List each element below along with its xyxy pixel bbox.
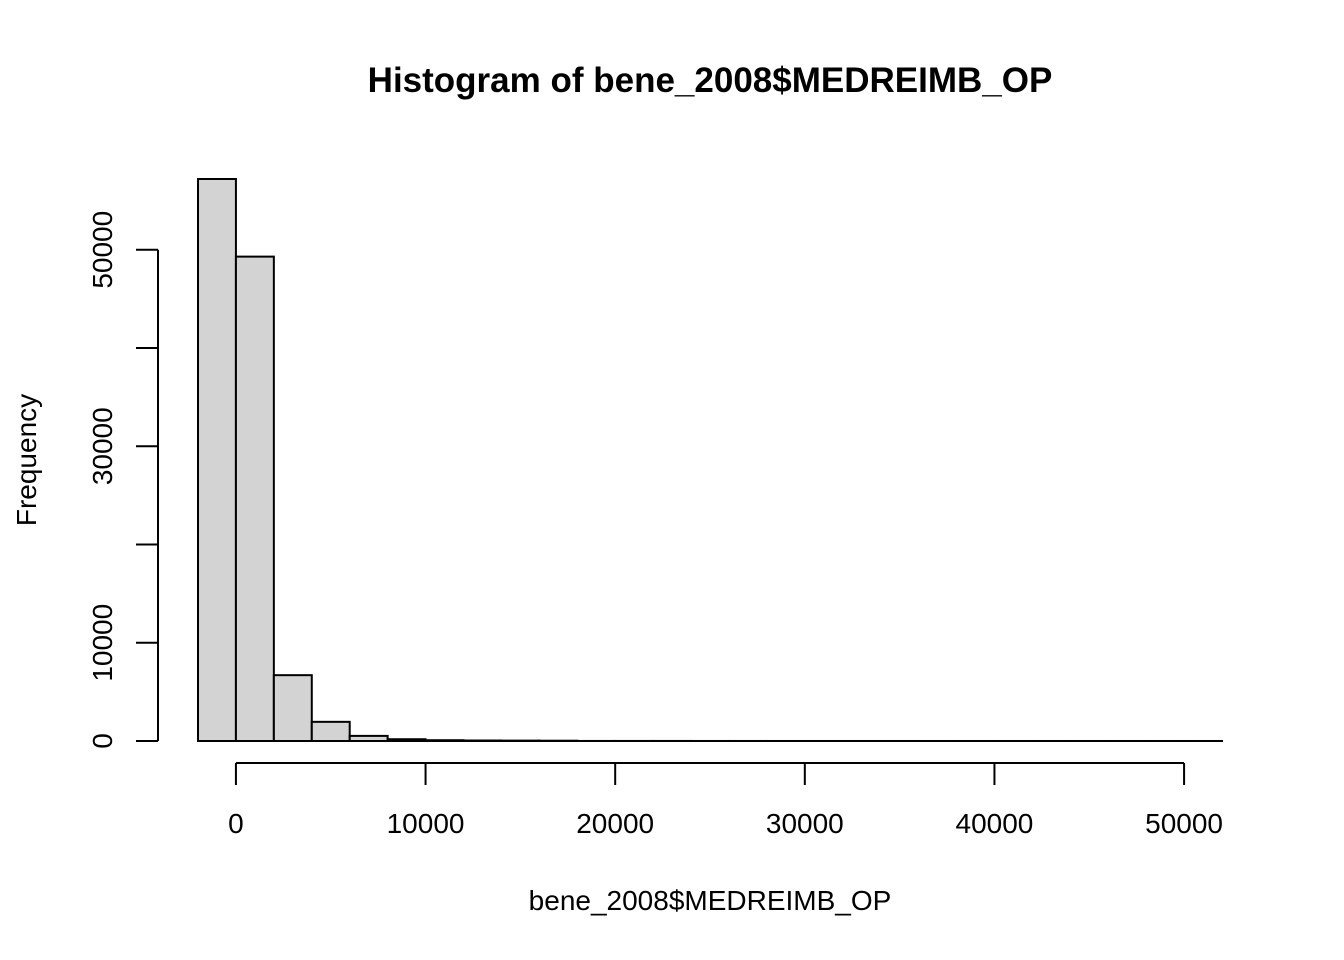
x-axis: 0 10000 20000 30000 40000 50000: [228, 762, 1223, 839]
chart-title: Histogram of bene_2008$MEDREIMB_OP: [368, 61, 1053, 100]
x-axis-label: bene_2008$MEDREIMB_OP: [529, 885, 892, 916]
y-axis: 0 10000 30000 50000: [87, 211, 159, 749]
bars-group: [197, 178, 1224, 743]
x-tick-label: 10000: [387, 808, 465, 839]
x-tick-label: 30000: [766, 808, 844, 839]
x-tick-label: 0: [228, 808, 244, 839]
histogram-bar: [272, 674, 313, 742]
y-tick-label: 50000: [87, 211, 118, 289]
histogram-bar: [310, 720, 351, 742]
y-axis-label: Frequency: [11, 394, 42, 526]
x-tick-label: 50000: [1145, 808, 1223, 839]
histogram-bar: [197, 178, 237, 742]
histogram-bar: [234, 255, 275, 742]
y-tick-label: 0: [87, 733, 118, 749]
histogram-bar: [348, 734, 389, 743]
histogram-bar: [386, 738, 427, 742]
x-tick-label: 20000: [576, 808, 654, 839]
x-tick-label: 40000: [956, 808, 1034, 839]
y-tick-label: 30000: [87, 407, 118, 485]
y-tick-label: 10000: [87, 604, 118, 682]
histogram-bar: [424, 739, 465, 743]
